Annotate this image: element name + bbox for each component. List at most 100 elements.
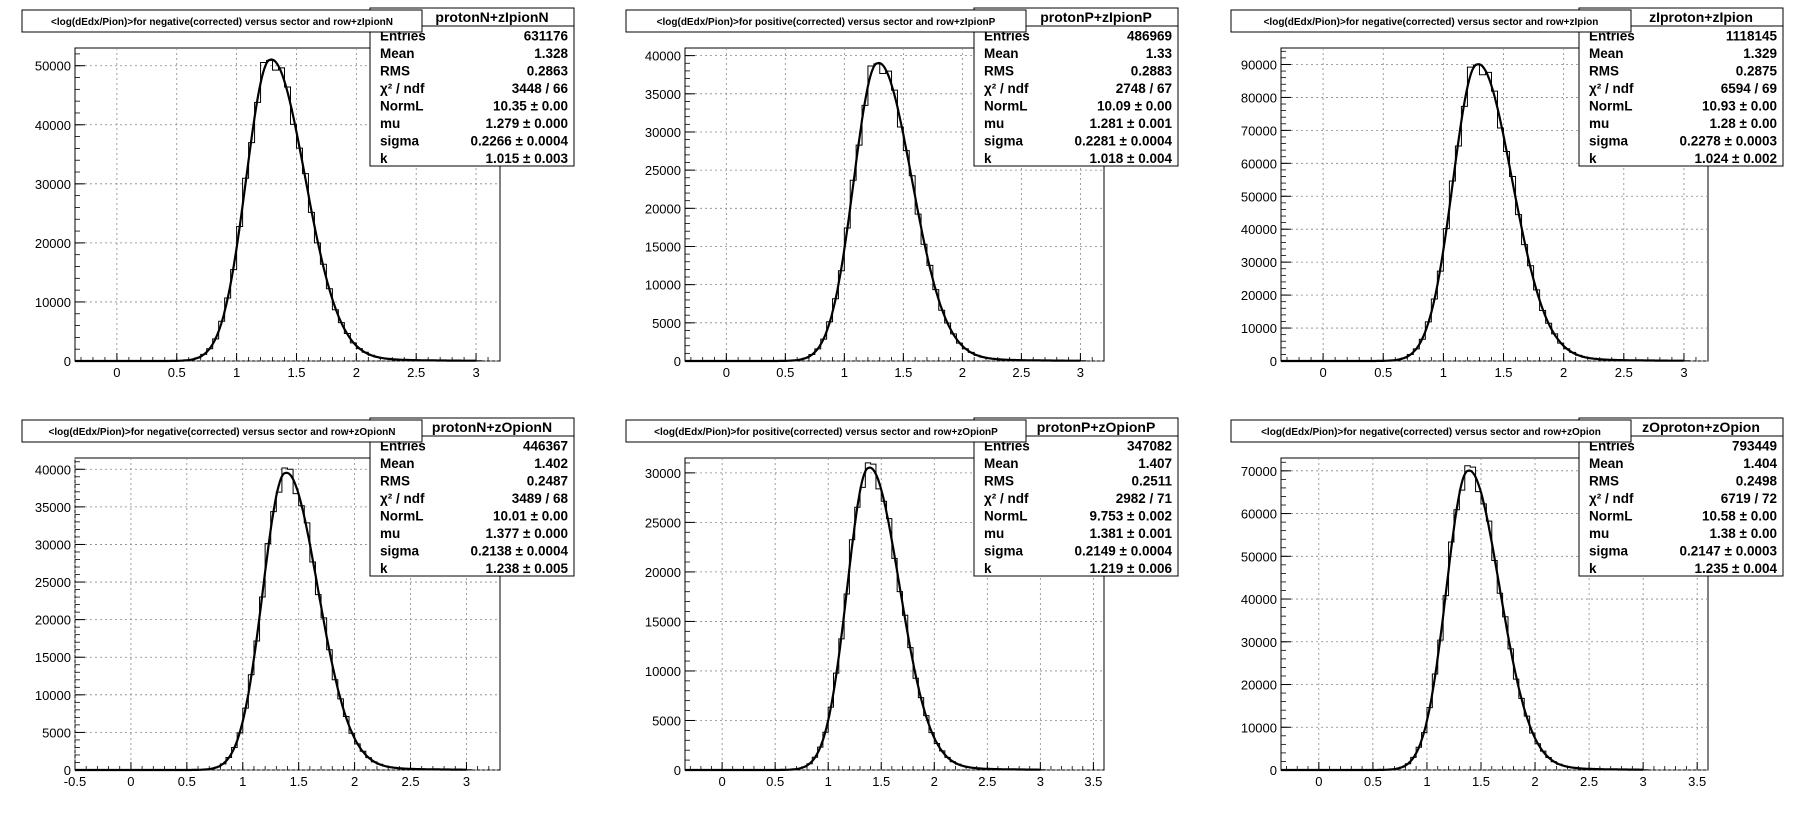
- stats-label: sigma: [380, 544, 420, 559]
- stats-label: Mean: [984, 456, 1019, 471]
- fit-curve: [685, 466, 1041, 772]
- title-box: [1230, 419, 1632, 443]
- histogram-panel: 0 0.5 1 1.5 2 2.5 3 0 10000 20000 30000 40000 50000 6…: [1230, 7, 1784, 380]
- fit-curve: [75, 58, 477, 363]
- stats-box: [973, 417, 1179, 577]
- stats-value: 0.2147 ± 0.0003: [1680, 544, 1778, 559]
- stats-title: zIproton+zIpion: [1649, 9, 1753, 25]
- x-tick-label: 1.5: [1494, 365, 1512, 380]
- stats-label: k: [380, 151, 388, 166]
- x-tick-label: 1: [1440, 365, 1447, 380]
- y-tick-label: 30000: [35, 177, 71, 192]
- stats-label: χ² / ndf: [1589, 491, 1634, 506]
- fit-curve: [1281, 469, 1644, 772]
- y-tick-label: 30000: [1241, 635, 1277, 650]
- stats-box: [1578, 7, 1784, 167]
- stats-label: RMS: [1589, 474, 1619, 489]
- x-tick-label: 0: [127, 774, 134, 789]
- stats-label: RMS: [984, 474, 1014, 489]
- x-tick-label: 2: [1560, 365, 1567, 380]
- x-tick-label: 0.5: [1374, 365, 1392, 380]
- x-tick-label: 0: [723, 365, 730, 380]
- stats-title: protonP+zIpionP: [1040, 9, 1152, 25]
- x-tick-label: -0.5: [64, 774, 86, 789]
- histogram-panel: 0 0.5 1 1.5 2 2.5 3 3.5 0 5000 10000 15000 20000 2500…: [625, 417, 1179, 789]
- stats-value: 10.09 ± 0.00: [1097, 99, 1172, 114]
- stats-label: NormL: [380, 509, 424, 524]
- chart-title: <log(dEdx/Pion)>for negative(corrected) …: [51, 17, 393, 28]
- x-tick-label: 2.5: [1580, 774, 1598, 789]
- stats-title: zOproton+zOpion: [1642, 419, 1760, 435]
- stats-label: mu: [380, 526, 400, 541]
- x-tick-label: 0.5: [1364, 774, 1382, 789]
- x-tick-label: 0.5: [766, 774, 784, 789]
- x-tick-label: 1: [1423, 774, 1430, 789]
- stats-label: Mean: [984, 46, 1019, 61]
- stats-value: 2748 / 67: [1116, 81, 1172, 96]
- histogram-panel: 0 0.5 1 1.5 2 2.5 3 3.5 0 10000 20000 30000 40000 500…: [1230, 417, 1784, 789]
- y-tick-label: 40000: [645, 49, 681, 64]
- y-tick-label: 60000: [1241, 507, 1277, 522]
- stats-box: [1578, 417, 1784, 577]
- x-tick-label: 2: [931, 774, 938, 789]
- y-tick-label: 25000: [645, 163, 681, 178]
- stats-title: protonP+zOpionP: [1037, 419, 1156, 435]
- stats-title: protonN+zIpionN: [435, 9, 548, 25]
- stats-value: 1.381 ± 0.001: [1090, 526, 1173, 541]
- y-tick-label: 25000: [35, 575, 71, 590]
- stats-value: 3489 / 68: [512, 491, 569, 506]
- stats-value: 1118145: [1726, 29, 1778, 44]
- stats-label: NormL: [984, 509, 1028, 524]
- y-tick-label: 20000: [35, 613, 71, 628]
- stats-value: 0.2266 ± 0.0004: [471, 134, 569, 149]
- stats-value: 0.2149 ± 0.0004: [1075, 544, 1173, 559]
- stats-label: NormL: [1589, 99, 1633, 114]
- y-tick-label: 0: [64, 763, 71, 778]
- stats-label: NormL: [380, 99, 424, 114]
- stats-label: χ² / ndf: [984, 491, 1029, 506]
- stats-label: sigma: [984, 544, 1024, 559]
- stats-value: 1.328: [534, 46, 568, 61]
- stats-label: Mean: [380, 46, 415, 61]
- x-tick-label: 0: [719, 774, 726, 789]
- stats-value: 0.2511: [1131, 474, 1172, 489]
- stats-label: sigma: [1589, 134, 1629, 149]
- stats-value: 1.402: [534, 456, 568, 471]
- title-box: [625, 419, 1027, 443]
- x-tick-label: 1: [239, 774, 246, 789]
- stats-label: k: [1589, 561, 1597, 576]
- stats-label: χ² / ndf: [380, 81, 425, 96]
- stats-value: 1.238 ± 0.005: [486, 561, 569, 576]
- histogram-panel: 0 0.5 1 1.5 2 2.5 3 0 5000 10000 15000 20000 25000 30…: [625, 7, 1179, 380]
- y-tick-label: 30000: [645, 125, 681, 140]
- y-tick-label: 20000: [1241, 678, 1277, 693]
- x-tick-label: 1: [841, 365, 848, 380]
- stats-value: 10.58 ± 0.00: [1702, 509, 1777, 524]
- stats-box: [369, 7, 575, 167]
- x-tick-label: 1: [825, 774, 832, 789]
- y-tick-label: 40000: [1241, 592, 1277, 607]
- y-tick-label: 0: [674, 763, 681, 778]
- y-tick-label: 0: [1270, 354, 1277, 369]
- x-tick-label: 2: [351, 774, 358, 789]
- x-tick-label: 3: [1077, 365, 1084, 380]
- title-box: [625, 9, 1027, 33]
- fit-curve: [1281, 63, 1684, 363]
- y-tick-label: 0: [674, 354, 681, 369]
- y-tick-label: 0: [64, 354, 71, 369]
- stats-value: 347082: [1127, 439, 1172, 454]
- stats-label: mu: [984, 116, 1004, 131]
- stats-value: 0.2875: [1736, 64, 1778, 79]
- stats-value: 1.329: [1743, 46, 1777, 61]
- stats-value: 10.93 ± 0.00: [1702, 99, 1777, 114]
- stats-value: 1.404: [1743, 456, 1777, 471]
- x-tick-label: 3.5: [1688, 774, 1706, 789]
- stats-value: 0.2498: [1736, 474, 1778, 489]
- y-tick-label: 30000: [1241, 255, 1277, 270]
- title-box: [21, 9, 423, 33]
- x-tick-label: 0.5: [178, 774, 196, 789]
- x-tick-label: 2.5: [1615, 365, 1633, 380]
- y-tick-label: 30000: [645, 466, 681, 481]
- chart-title: <log(dEdx/Pion)>for positive(corrected) …: [657, 17, 996, 28]
- stats-label: mu: [984, 526, 1004, 541]
